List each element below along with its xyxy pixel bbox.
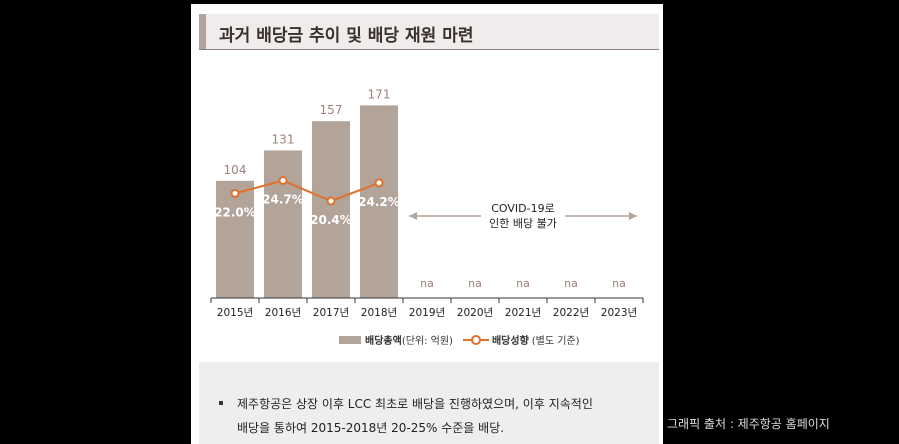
x-tick-label: 2020년 <box>457 307 493 319</box>
x-tick-label: 2017년 <box>313 307 349 319</box>
chart-panel: 과거 배당금 추이 및 배당 재원 마련 104 131 157 171 na na na n… <box>191 4 663 444</box>
annotation-text: 인한 배당 불가 <box>489 217 557 230</box>
bar-value-label: 171 <box>368 87 391 101</box>
payout-ratio-line <box>234 179 380 203</box>
note-box: 제주항공은 상장 이후 LCC 최초로 배당을 진행하였으며, 이후 지속적인 … <box>199 362 659 444</box>
annotation-box <box>481 198 565 234</box>
chart-title: 과거 배당금 추이 및 배당 재원 마련 <box>219 26 474 46</box>
title-accent <box>199 14 206 49</box>
note-line-2: 배당을 통하여 2015-2018년 20-25% 수준을 배당. <box>237 421 505 435</box>
bar-value-label: 157 <box>320 103 343 117</box>
bar-value-label: 104 <box>224 163 247 177</box>
x-tick-label: 2015년 <box>217 307 253 319</box>
na-label: na <box>564 277 578 290</box>
line-point <box>278 176 288 186</box>
na-label: na <box>612 277 626 290</box>
line-value-label: 24.7% <box>262 193 304 207</box>
line-value-label: 20.4% <box>310 213 352 227</box>
na-label: na <box>468 277 482 290</box>
annotation-text: COVID-19로 <box>491 202 554 215</box>
note-line-1: 제주항공은 상장 이후 LCC 최초로 배당을 진행하였으며, 이후 지속적인 <box>237 397 593 411</box>
line-value-label: 24.2% <box>358 195 400 209</box>
x-tick-label: 2023년 <box>601 307 637 319</box>
line-value-label: 22.0% <box>214 205 256 219</box>
bar <box>216 180 254 298</box>
legend: 배당총액 (단위: 억원) 배당성향 (별도 기준) <box>339 332 580 347</box>
na-label: na <box>516 277 530 290</box>
line-point <box>374 178 384 188</box>
arrow-head-right <box>629 212 637 220</box>
x-tick-label: 2022년 <box>553 307 589 319</box>
x-tick-label: 2016년 <box>265 307 301 319</box>
arrow-head-left <box>409 212 417 220</box>
x-tick-label: 2021년 <box>505 307 541 319</box>
legend-bar-unit: (단위: 억원) <box>401 336 453 347</box>
bar-value-label: 131 <box>272 132 295 146</box>
x-tick-label: 2018년 <box>361 307 397 319</box>
x-tick-label: 2019년 <box>409 307 445 319</box>
bar <box>360 105 398 299</box>
title-bar: 과거 배당금 추이 및 배당 재원 마련 <box>199 14 659 50</box>
legend-line-swatch <box>462 335 489 345</box>
line-point <box>230 188 240 198</box>
legend-bar-swatch <box>339 335 361 344</box>
bar <box>264 150 302 298</box>
legend-line-name: 배당성향 <box>491 336 529 347</box>
line-point <box>326 196 336 206</box>
bullet-icon <box>219 401 223 405</box>
legend-line-unit: (별도 기준) <box>531 336 580 347</box>
image-source: 그래픽 출처 : 제주항공 홈페이지 <box>667 417 830 431</box>
legend-bar-name: 배당총액 <box>365 336 402 347</box>
bar <box>312 121 350 298</box>
na-label: na <box>420 277 434 290</box>
chart: 104 131 157 171 na na na na na 2015년 2016년 2017년 201… <box>210 87 644 319</box>
